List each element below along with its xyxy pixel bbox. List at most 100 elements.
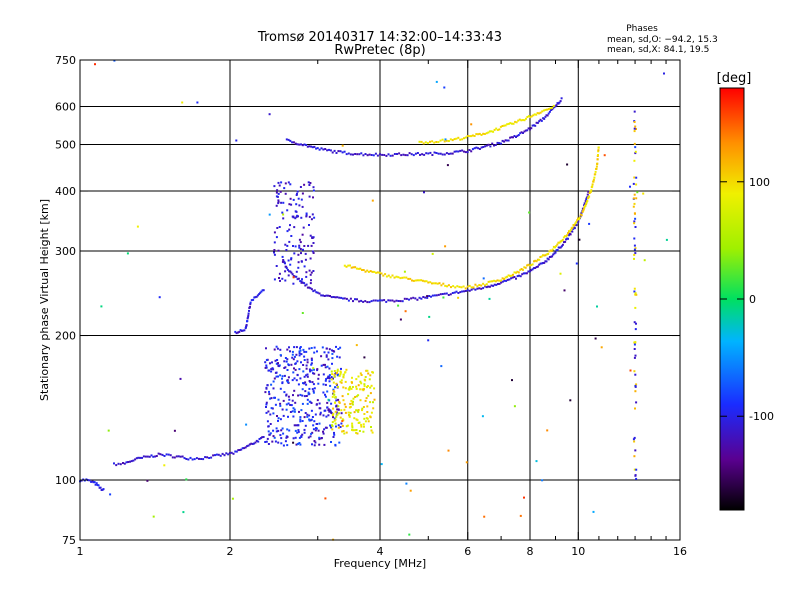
spread-point xyxy=(311,443,313,446)
trace-point xyxy=(575,224,578,226)
trace-point xyxy=(312,290,315,293)
trace-point xyxy=(513,276,516,278)
spread-point xyxy=(302,370,305,373)
spread-point xyxy=(331,414,334,417)
noise-point xyxy=(488,297,491,300)
spread-point xyxy=(286,209,289,212)
spread-point xyxy=(293,252,296,255)
spread-point xyxy=(267,430,270,433)
trace-point xyxy=(431,282,433,285)
spread-point xyxy=(328,367,331,370)
spread-point xyxy=(264,366,267,369)
trace-point xyxy=(519,132,522,135)
trace-point xyxy=(238,330,241,333)
noise-point xyxy=(575,262,578,265)
spread-point xyxy=(301,233,304,236)
trace-point xyxy=(517,271,520,274)
noise-point xyxy=(633,321,636,324)
spread-point xyxy=(306,375,309,378)
spread-point xyxy=(333,373,336,376)
trace-point xyxy=(296,143,299,146)
spread-point xyxy=(318,443,321,446)
trace-point xyxy=(391,299,394,302)
spread-point xyxy=(364,376,367,378)
spread-point xyxy=(310,402,313,404)
trace-point xyxy=(560,245,563,248)
spread-point xyxy=(348,386,351,389)
spread-point xyxy=(277,200,280,203)
spread-point xyxy=(365,397,368,400)
trace-point xyxy=(379,153,381,156)
trace-point xyxy=(463,290,465,293)
noise-point xyxy=(404,310,407,313)
trace-point xyxy=(434,282,437,285)
trace-point xyxy=(298,143,301,146)
trace-point xyxy=(364,300,367,303)
spread-point xyxy=(296,214,299,217)
spread-point xyxy=(293,226,296,229)
trace-point xyxy=(387,153,390,156)
trace-point xyxy=(313,145,316,148)
spread-point xyxy=(325,347,328,350)
spread-point xyxy=(287,415,289,418)
trace-point xyxy=(495,127,498,130)
trace-point xyxy=(373,270,376,273)
spread-point xyxy=(341,395,344,398)
trace-point xyxy=(154,455,157,458)
trace-point xyxy=(385,154,388,157)
spread-point xyxy=(336,413,339,416)
noise-point xyxy=(634,390,637,393)
trace-point xyxy=(512,136,514,139)
noise-point xyxy=(633,343,636,346)
noise-point xyxy=(633,455,636,458)
trace-point xyxy=(291,141,294,144)
spread-point xyxy=(285,393,288,396)
trace-point xyxy=(146,455,149,458)
spread-point xyxy=(304,252,307,255)
trace-point xyxy=(433,151,436,154)
noise-point xyxy=(136,225,139,228)
noise-point xyxy=(634,247,637,250)
trace-point xyxy=(330,296,333,299)
spread-point xyxy=(365,369,368,372)
spread-point xyxy=(281,211,284,214)
spread-point xyxy=(303,355,306,358)
spread-point xyxy=(331,428,334,431)
spread-point xyxy=(347,411,350,414)
trace-point xyxy=(426,142,429,145)
trace-point xyxy=(485,132,488,135)
trace-point xyxy=(466,285,469,288)
spread-point xyxy=(301,192,304,195)
spread-point xyxy=(296,431,299,434)
trace-point xyxy=(441,153,444,156)
trace-point xyxy=(235,450,238,453)
spread-point xyxy=(333,419,336,422)
spread-point xyxy=(322,430,324,433)
trace-point xyxy=(349,297,352,300)
trace-point xyxy=(183,457,186,460)
trace-point xyxy=(507,274,510,277)
spread-point xyxy=(366,386,368,389)
trace-point xyxy=(408,298,410,301)
trace-point xyxy=(418,279,421,282)
spread-point xyxy=(281,375,284,378)
spread-point xyxy=(277,429,280,432)
spread-point xyxy=(310,409,313,412)
trace-point xyxy=(528,264,531,267)
spread-point xyxy=(276,189,279,192)
trace-point xyxy=(466,151,469,154)
trace-point xyxy=(362,300,365,303)
spread-point xyxy=(293,410,296,413)
trace-point xyxy=(243,447,246,450)
trace-point xyxy=(418,140,421,143)
spread-point xyxy=(293,355,296,358)
spread-point xyxy=(278,277,280,279)
spread-point xyxy=(270,368,273,371)
trace-point xyxy=(237,331,239,334)
spread-point xyxy=(293,367,295,370)
noise-point xyxy=(633,142,636,145)
noise-point xyxy=(592,510,595,513)
spread-point xyxy=(303,416,306,419)
trace-point xyxy=(531,268,534,271)
